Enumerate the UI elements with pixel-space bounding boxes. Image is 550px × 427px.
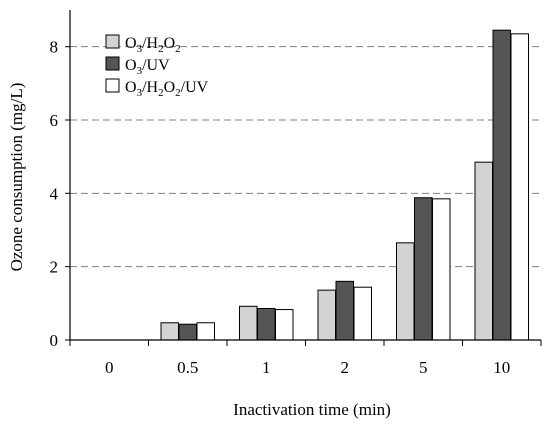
y-tick-label: 8 [50,38,59,57]
bar [432,198,451,341]
bar [492,29,511,341]
x-tick-label: 0.5 [177,358,198,377]
x-tick-label: 1 [262,358,271,377]
bar [414,197,433,341]
bar [196,322,215,341]
legend-label: O3/H2O2/UV [125,79,209,99]
axes: 0 2 4 6 8 0 0.5 1 2 5 10 [50,10,542,377]
bars [160,29,529,341]
bar [474,161,493,341]
y-tick-label: 2 [50,258,59,277]
x-tick-label: 10 [493,358,510,377]
legend-label: O3/H2O2 [125,35,181,55]
bar [178,323,197,341]
y-axis-title: Ozone consumption (mg/L) [7,83,26,272]
bar [510,33,529,341]
y-tick-label: 0 [50,331,59,350]
x-tick-label: 2 [341,358,350,377]
bar [335,280,354,341]
bar [317,289,336,341]
x-tick-label: 5 [419,358,428,377]
bar [257,307,276,341]
legend-swatch [105,56,120,71]
x-tick-label: 0 [105,358,114,377]
legend-swatch [105,34,120,49]
y-tick-label: 6 [50,111,59,130]
legend-label: O3/UV [125,57,170,77]
bar [160,322,179,341]
bar [353,286,372,341]
bar [396,242,415,341]
y-tick-label: 4 [50,184,59,203]
legend-swatch [105,78,120,93]
bar [275,309,294,341]
x-axis-title: Inactivation time (min) [233,400,391,419]
bar [239,305,258,341]
gridlines [70,46,541,268]
